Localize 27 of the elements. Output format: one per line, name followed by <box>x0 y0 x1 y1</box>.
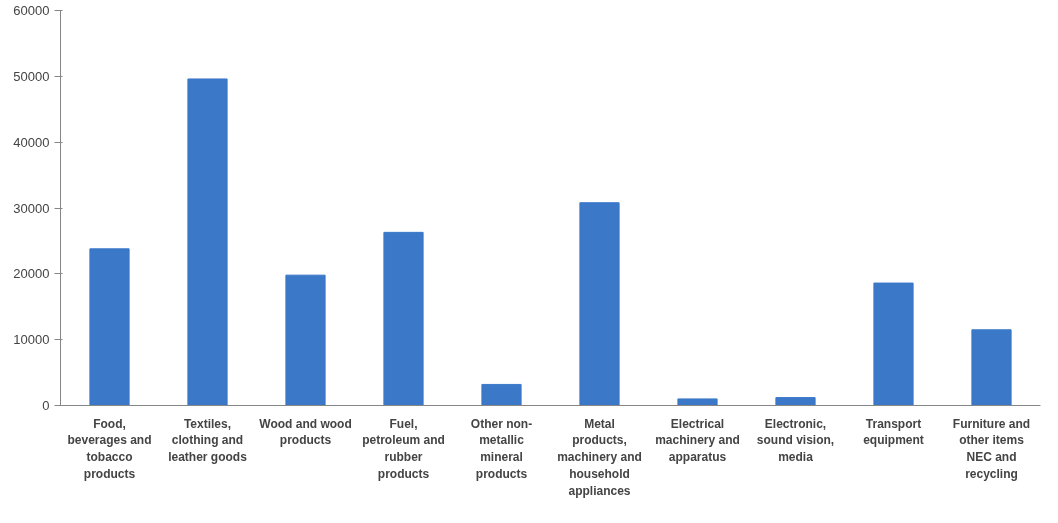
y-tick-label: 50000 <box>13 68 50 84</box>
y-tick-label: 20000 <box>13 266 50 282</box>
bar <box>775 397 816 406</box>
x-tick-label: Transport equipment <box>863 416 924 448</box>
x-tick-label: Electronic, sound vision, media <box>756 416 835 465</box>
x-tick-label: Furniture and other items NEC and recycling <box>952 416 1031 481</box>
x-tick-label: Wood and wood products <box>259 416 352 448</box>
bar <box>383 231 424 406</box>
bar <box>579 202 620 406</box>
x-tick-label: Fuel, petroleum and rubber products <box>362 416 445 481</box>
bar <box>187 78 228 406</box>
x-tick-label: Metal products, machinery and household appliances <box>557 416 642 498</box>
x-tick-label: Other non-metallic mineral products <box>470 416 533 481</box>
y-tick-label: 0 <box>42 398 50 413</box>
bar <box>285 274 326 406</box>
y-tick-label: 10000 <box>13 332 50 348</box>
bar <box>971 329 1012 406</box>
x-tick-label: Textiles, clothing and leather goods <box>168 416 248 465</box>
y-tick-label: 40000 <box>13 134 50 150</box>
bar <box>873 282 914 406</box>
bar <box>89 248 130 406</box>
bar <box>677 398 718 406</box>
x-tick-label: Food, beverages and tobacco products <box>67 416 152 481</box>
bar <box>481 383 522 406</box>
y-tick-label: 60000 <box>13 3 50 18</box>
y-tick-label: 30000 <box>13 200 50 216</box>
x-tick-label: Electrical machinery and apparatus <box>655 416 740 465</box>
